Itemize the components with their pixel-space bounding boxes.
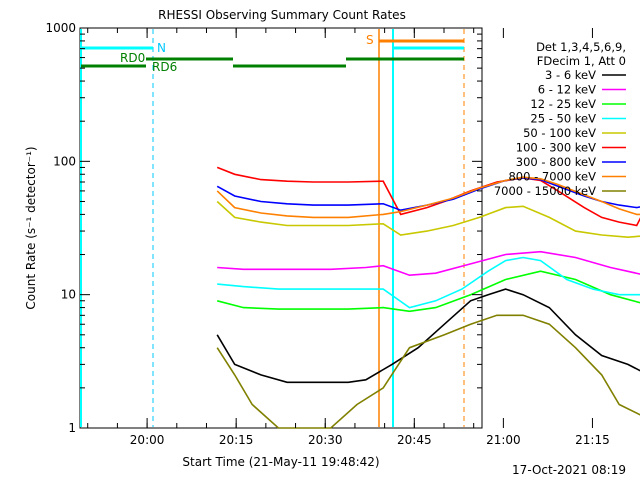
series-line-4 <box>217 256 640 309</box>
y-axis-ticks: 1 10 100 1000 <box>45 21 482 435</box>
x-tick-label: 21:15 <box>575 433 610 447</box>
y-tick-label: 10 <box>61 288 76 302</box>
series-line-2 <box>217 250 640 277</box>
overlay-group <box>80 29 465 427</box>
legend-header-line-1: Det 1,3,4,5,6,9, <box>536 40 626 54</box>
chart-title: RHESSI Observing Summary Count Rates <box>158 8 406 22</box>
series-line-5 <box>216 200 640 239</box>
x-axis-label: Start Time (21-May-11 19:48:42) <box>182 455 379 469</box>
legend-label-2: 6 - 12 keV <box>538 83 596 97</box>
series-line-9 <box>216 314 640 429</box>
plot-frame <box>79 27 483 429</box>
x-axis-ticks: 20:00 20:15 20:30 20:45 21:00 21:15 <box>87 28 610 447</box>
legend-label-5: 50 - 100 keV <box>523 126 596 140</box>
legend-label-3: 12 - 25 keV <box>530 97 596 111</box>
legend-label-1: 3 - 6 keV <box>545 68 596 82</box>
legend-label-8: 800 - 7000 keV <box>508 170 596 184</box>
x-tick-label: 20:15 <box>219 433 254 447</box>
s-label: S <box>366 33 374 47</box>
series-line-8 <box>216 176 640 219</box>
rd6-label: RD6 <box>152 60 177 74</box>
series-line-1 <box>216 288 640 384</box>
footer-timestamp: 17-Oct-2021 08:19 <box>512 463 626 477</box>
y-tick-label: 100 <box>53 154 76 168</box>
x-tick-label: 20:30 <box>308 433 343 447</box>
x-tick-label: 20:45 <box>397 433 432 447</box>
legend-label-9: 7000 - 15000 keV <box>494 184 596 198</box>
legend-label-6: 100 - 300 keV <box>516 141 596 155</box>
legend: Det 1,3,4,5,6,9, FDecim 1, Att 0 3 - 6 k… <box>494 40 626 198</box>
n-label: N <box>157 41 166 55</box>
x-tick-label: 20:00 <box>130 433 165 447</box>
legend-label-7: 300 - 800 keV <box>516 155 596 169</box>
legend-header-line-2: FDecim 1, Att 0 <box>537 54 626 68</box>
y-tick-label: 1000 <box>45 21 76 35</box>
x-tick-label: 21:00 <box>486 433 521 447</box>
series-group <box>216 166 640 429</box>
legend-label-4: 25 - 50 keV <box>530 112 596 126</box>
series-line-3 <box>216 270 640 313</box>
rd0-label: RD0 <box>120 51 145 65</box>
y-axis-label: Count Rate (s⁻¹ detector⁻¹) <box>24 146 38 309</box>
y-tick-label: 1 <box>68 421 76 435</box>
